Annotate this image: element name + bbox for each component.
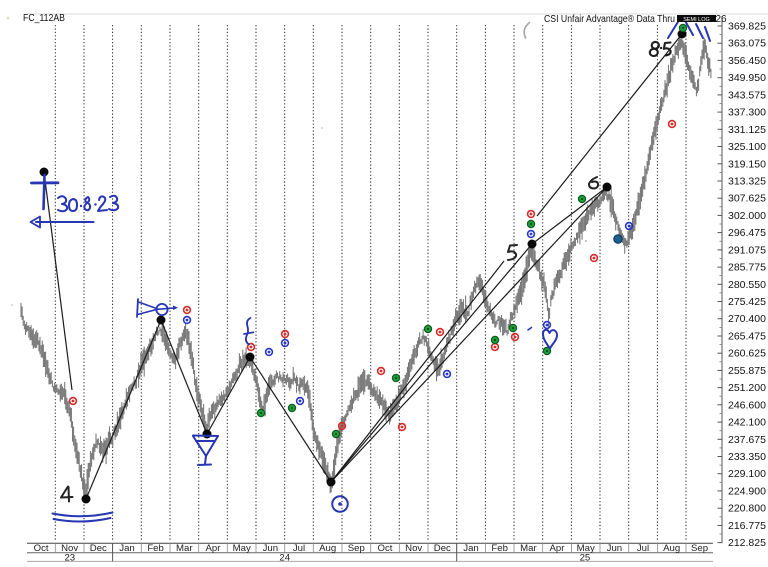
svg-text:296.475: 296.475 [728, 227, 766, 239]
svg-text:313.325: 313.325 [728, 176, 766, 188]
svg-text:Mar: Mar [520, 543, 537, 554]
svg-text:26: 26 [716, 14, 728, 25]
svg-text:Oct: Oct [378, 543, 393, 554]
svg-text:369.825: 369.825 [728, 21, 766, 33]
svg-text:Jun: Jun [607, 543, 622, 554]
svg-text:224.900: 224.900 [728, 485, 766, 497]
svg-text:280.550: 280.550 [728, 279, 766, 291]
svg-text:25: 25 [580, 553, 591, 564]
svg-text:May: May [577, 543, 595, 554]
svg-text:363.075: 363.075 [728, 38, 766, 50]
svg-text:319.150: 319.150 [728, 158, 766, 170]
svg-text:Aug: Aug [663, 543, 680, 554]
svg-text:Nov: Nov [61, 543, 78, 554]
svg-text:Feb: Feb [491, 543, 508, 554]
svg-text:349.950: 349.950 [728, 72, 766, 84]
svg-text:Apr: Apr [206, 543, 222, 554]
svg-text:Aug: Aug [319, 543, 336, 554]
svg-text:255.875: 255.875 [728, 365, 766, 377]
svg-text:SEMI LOG: SEMI LOG [683, 17, 710, 23]
svg-text:Mar: Mar [176, 543, 193, 554]
svg-text:237.675: 237.675 [728, 434, 766, 446]
svg-text:May: May [233, 543, 251, 554]
svg-text:337.300: 337.300 [728, 107, 766, 119]
svg-text:251.200: 251.200 [728, 382, 766, 394]
svg-text:Sep: Sep [691, 543, 708, 554]
svg-text:260.625: 260.625 [728, 348, 766, 360]
svg-text:Oct: Oct [34, 543, 49, 554]
svg-text:356.450: 356.450 [728, 55, 766, 67]
svg-text:291.075: 291.075 [728, 244, 766, 256]
svg-text:Jan: Jan [119, 543, 134, 554]
svg-text:233.350: 233.350 [728, 451, 766, 463]
svg-text:275.425: 275.425 [728, 296, 766, 308]
svg-text:302.000: 302.000 [728, 210, 766, 222]
svg-text:23: 23 [64, 553, 75, 564]
svg-text:343.575: 343.575 [728, 89, 766, 101]
svg-text:229.100: 229.100 [728, 468, 766, 480]
svg-text:265.475: 265.475 [728, 331, 766, 343]
svg-text:FC_112AB: FC_112AB [23, 13, 65, 24]
svg-text:331.125: 331.125 [728, 124, 766, 136]
svg-text:Jan: Jan [463, 543, 478, 554]
svg-text:242.100: 242.100 [728, 417, 766, 429]
svg-text:307.625: 307.625 [728, 193, 766, 205]
svg-text:24: 24 [279, 553, 290, 564]
svg-text:246.600: 246.600 [728, 399, 766, 411]
svg-text:212.825: 212.825 [728, 537, 766, 549]
svg-text:Jul: Jul [293, 543, 305, 554]
svg-text:270.400: 270.400 [728, 313, 766, 325]
svg-text:216.775: 216.775 [728, 520, 766, 532]
svg-text:Dec: Dec [90, 543, 107, 554]
svg-text:Feb: Feb [147, 543, 164, 554]
svg-text:Dec: Dec [434, 543, 451, 554]
svg-text:CSI Unfair Advantage® Data Thr: CSI Unfair Advantage® Data Thru [544, 14, 675, 25]
svg-text:Jul: Jul [637, 543, 649, 554]
svg-text:325.100: 325.100 [728, 141, 766, 153]
svg-text:285.775: 285.775 [728, 262, 766, 274]
svg-text:Sep: Sep [348, 543, 365, 554]
svg-text:Jun: Jun [263, 543, 278, 554]
svg-text:Nov: Nov [405, 543, 422, 554]
svg-text:220.800: 220.800 [728, 503, 766, 515]
svg-text:Apr: Apr [550, 543, 566, 554]
